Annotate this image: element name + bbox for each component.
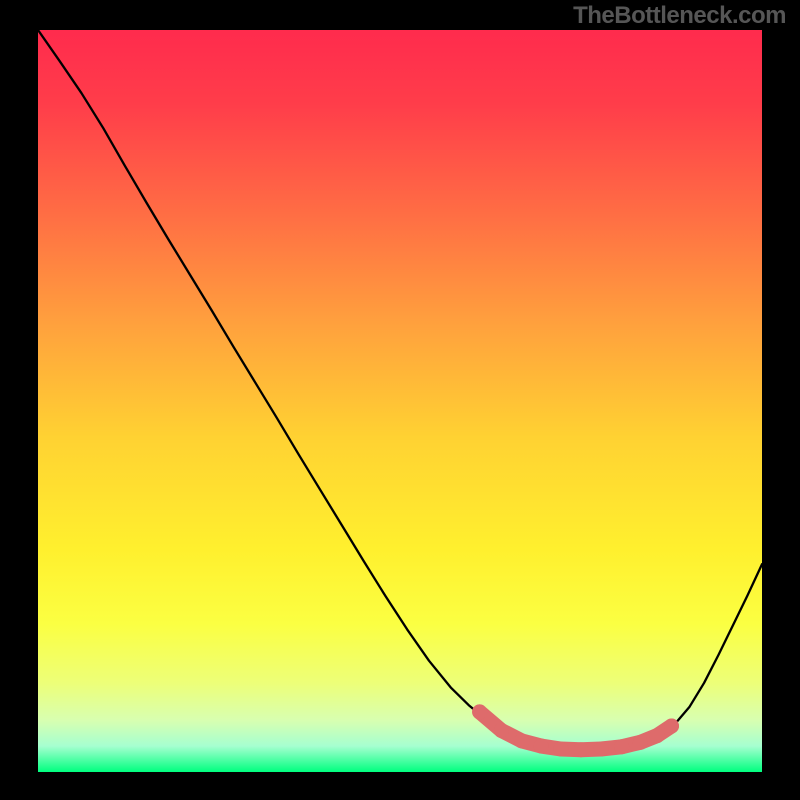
plot-background [38,30,762,772]
optimal-range-marker [553,742,568,757]
optimal-range-marker [514,733,529,748]
optimal-range-marker [650,728,665,743]
optimal-range-marker [534,739,549,754]
optimal-range-marker [594,742,609,757]
optimal-range-marker [494,723,509,738]
attribution-label: TheBottleneck.com [573,2,786,30]
optimal-range-marker [574,742,589,757]
optimal-range-marker [472,704,487,719]
bottleneck-curve-plot [38,30,762,772]
optimal-range-marker [664,719,679,734]
chart-container: TheBottleneck.com [0,0,800,800]
optimal-range-marker [633,735,648,750]
optimal-range-marker [614,739,629,754]
